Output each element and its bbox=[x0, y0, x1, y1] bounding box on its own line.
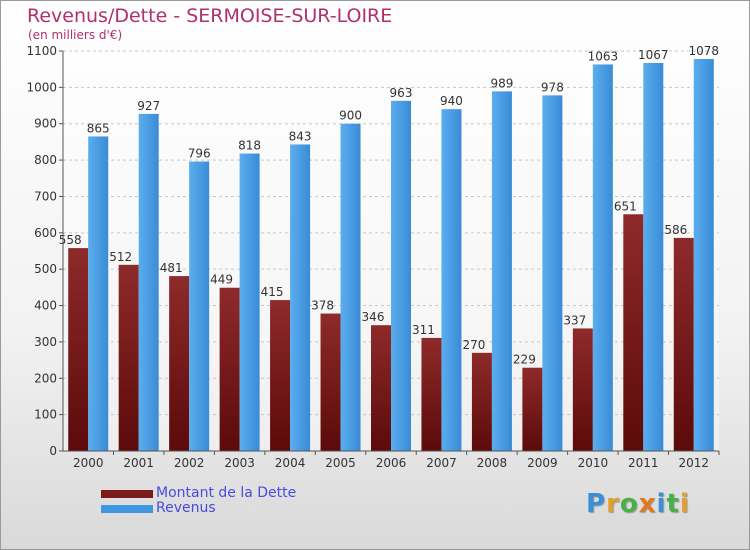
data-labels: 558 865 512 927 481 796 449 818 415 843 378 900 346 9… bbox=[59, 44, 719, 367]
logo-letter: o bbox=[619, 489, 639, 519]
bar-dette bbox=[522, 367, 543, 451]
bar-revenus bbox=[693, 59, 714, 451]
y-tick-label: 100 bbox=[34, 408, 57, 422]
y-tick-label: 600 bbox=[34, 226, 57, 240]
data-label-revenus: 843 bbox=[289, 129, 312, 143]
x-tick-label: 2010 bbox=[578, 456, 609, 470]
bar-dette bbox=[421, 337, 442, 451]
y-tick-label: 0 bbox=[49, 444, 57, 458]
data-label-revenus: 927 bbox=[137, 99, 160, 113]
bar-revenus bbox=[491, 91, 512, 451]
proxiti-logo: Proxiti bbox=[586, 489, 690, 519]
data-label-dette: 415 bbox=[261, 285, 284, 299]
bar-revenus bbox=[189, 161, 210, 451]
bar-dette bbox=[68, 248, 89, 451]
x-tick-label: 2008 bbox=[477, 456, 508, 470]
data-label-revenus: 796 bbox=[188, 147, 211, 161]
bar-revenus bbox=[643, 63, 664, 451]
data-label-revenus: 978 bbox=[541, 80, 564, 94]
axes: 0 100 200 300 400 500 600 700 800 900 1000 1100 2000… bbox=[26, 44, 720, 470]
logo-letter: t bbox=[666, 489, 680, 519]
data-label-revenus: 865 bbox=[87, 121, 110, 135]
data-label-dette: 481 bbox=[160, 261, 183, 275]
x-tick-label: 2011 bbox=[628, 456, 659, 470]
data-label-revenus: 1067 bbox=[638, 48, 669, 62]
y-tick-label: 1000 bbox=[26, 80, 57, 94]
data-label-dette: 337 bbox=[563, 313, 586, 327]
x-tick-label: 2012 bbox=[678, 456, 709, 470]
legend-label-dette: Montant de la Dette bbox=[156, 485, 297, 501]
logo-letter: r bbox=[606, 489, 620, 519]
y-tick-label: 900 bbox=[34, 117, 57, 131]
bar-dette bbox=[169, 276, 190, 451]
logo-letter: P bbox=[586, 489, 607, 519]
data-label-dette: 558 bbox=[59, 233, 82, 247]
y-tick-label: 700 bbox=[34, 189, 57, 203]
data-label-dette: 586 bbox=[664, 223, 687, 237]
bar-dette bbox=[270, 300, 291, 451]
bar-revenus bbox=[542, 95, 563, 451]
bar-revenus bbox=[340, 123, 361, 452]
bar-revenus bbox=[290, 144, 311, 452]
legend-swatch-dette bbox=[101, 490, 153, 498]
bar-dette bbox=[673, 237, 694, 451]
bar-dette bbox=[572, 328, 593, 451]
x-tick-label: 2003 bbox=[224, 456, 255, 470]
bar-revenus bbox=[391, 100, 411, 452]
data-label-dette: 229 bbox=[513, 353, 536, 367]
x-tick-label: 2006 bbox=[376, 456, 407, 470]
x-tick-label: 2000 bbox=[73, 456, 104, 470]
data-label-dette: 311 bbox=[412, 323, 435, 337]
data-label-dette: 449 bbox=[210, 273, 233, 287]
logo-letter: x bbox=[638, 489, 657, 519]
data-label-revenus: 1063 bbox=[588, 49, 619, 63]
data-label-dette: 346 bbox=[362, 310, 385, 324]
chart-subtitle: (en milliers d'€) bbox=[28, 28, 123, 42]
y-tick-label: 200 bbox=[34, 371, 57, 385]
logo-letter: i bbox=[679, 489, 690, 519]
x-tick-label: 2007 bbox=[426, 456, 457, 470]
x-tick-label: 2005 bbox=[325, 456, 356, 470]
y-tick-label: 1100 bbox=[26, 44, 57, 58]
x-tick-label: 2002 bbox=[174, 456, 205, 470]
y-tick-label: 400 bbox=[34, 299, 57, 313]
chart-title: Revenus/Dette - SERMOISE-SUR-LOIRE bbox=[27, 5, 393, 27]
bar-dette bbox=[623, 214, 644, 451]
bar-revenus bbox=[592, 64, 613, 452]
y-tick-label: 300 bbox=[34, 335, 57, 349]
bar-dette bbox=[320, 313, 341, 451]
bar-revenus bbox=[239, 153, 260, 451]
data-label-revenus: 963 bbox=[390, 86, 413, 100]
data-label-dette: 270 bbox=[462, 338, 485, 352]
data-label-revenus: 900 bbox=[339, 109, 362, 123]
bar-dette bbox=[219, 287, 240, 451]
data-label-dette: 512 bbox=[109, 250, 132, 264]
data-label-dette: 651 bbox=[614, 199, 637, 213]
data-label-revenus: 818 bbox=[238, 139, 261, 153]
y-tick-label: 800 bbox=[34, 153, 57, 167]
data-label-dette: 378 bbox=[311, 299, 334, 313]
bar-revenus bbox=[138, 113, 159, 451]
bar-revenus bbox=[441, 109, 462, 451]
bar-dette bbox=[118, 264, 139, 451]
y-tick-label: 500 bbox=[34, 262, 57, 276]
bar-dette bbox=[371, 325, 391, 451]
data-label-revenus: 940 bbox=[440, 94, 463, 108]
logo-letter: i bbox=[656, 489, 667, 519]
legend-label-revenus: Revenus bbox=[156, 500, 216, 516]
x-tick-label: 2009 bbox=[527, 456, 558, 470]
data-label-revenus: 989 bbox=[490, 76, 513, 90]
bar-dette bbox=[471, 352, 492, 451]
x-tick-label: 2004 bbox=[275, 456, 306, 470]
bar-revenus bbox=[88, 136, 109, 452]
bars bbox=[68, 59, 714, 452]
x-tick-label: 2001 bbox=[123, 456, 154, 470]
data-label-revenus: 1078 bbox=[688, 44, 719, 58]
legend-swatch-revenus bbox=[101, 505, 153, 513]
